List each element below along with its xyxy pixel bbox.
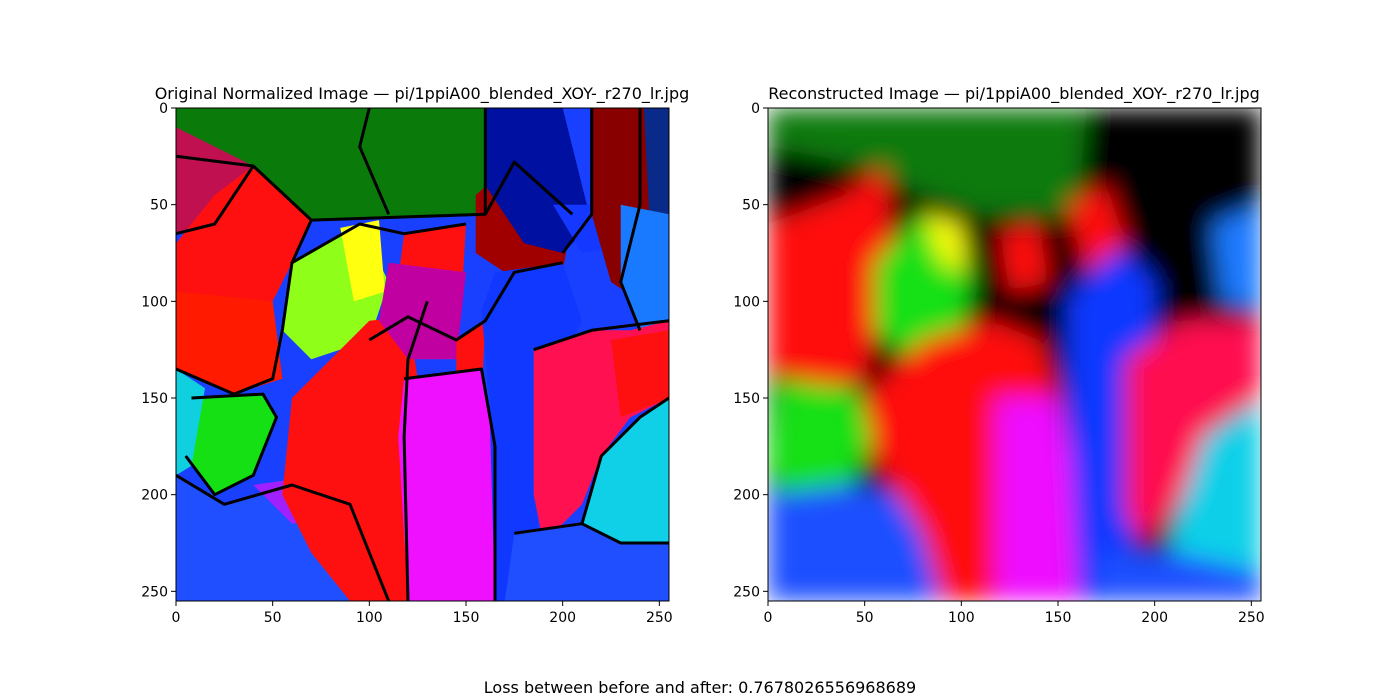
y-ticks: 0 50 100 150 200 250 bbox=[733, 101, 768, 600]
image-region bbox=[643, 108, 669, 224]
subplot-title: Original Normalized Image — pi/1ppiA00_b… bbox=[155, 84, 690, 104]
x-tick-label: 250 bbox=[1238, 610, 1265, 626]
subplot-reconstructed: Reconstructed Image — pi/1ppiA00_blended… bbox=[733, 84, 1264, 626]
y-tick-label: 200 bbox=[733, 488, 760, 504]
x-tick-label: 100 bbox=[948, 610, 975, 626]
image-region bbox=[176, 108, 486, 221]
x-tick-label: 200 bbox=[1141, 610, 1168, 626]
grain-boundary bbox=[402, 300, 429, 601]
y-tick-label: 100 bbox=[733, 294, 760, 310]
grain-boundary bbox=[176, 219, 313, 396]
y-tick-label: 200 bbox=[141, 488, 168, 504]
y-tick-label: 250 bbox=[141, 584, 168, 600]
image-region bbox=[1096, 552, 1261, 601]
grain-boundary bbox=[403, 367, 497, 601]
axes-frame bbox=[767, 107, 1262, 602]
image-region bbox=[768, 108, 1087, 215]
y-tick-label: 50 bbox=[742, 198, 760, 214]
image-region bbox=[1164, 398, 1261, 601]
subplot-original: Original Normalized Image — pi/1ppiA00_b… bbox=[141, 84, 689, 626]
x-tick-label: 0 bbox=[172, 610, 181, 626]
image-region bbox=[340, 220, 385, 302]
axes-frame bbox=[175, 107, 670, 602]
grain-boundary bbox=[561, 108, 594, 254]
image-region bbox=[996, 398, 1078, 601]
grain-boundary bbox=[580, 396, 669, 525]
image-region bbox=[176, 127, 254, 234]
grain-boundary bbox=[533, 319, 669, 352]
image-region bbox=[1125, 320, 1261, 543]
image-region bbox=[176, 369, 205, 476]
x-ticks: 0 50 100 150 200 250 bbox=[172, 601, 673, 626]
grain-boundary bbox=[514, 522, 669, 545]
x-ticks: 0 50 100 150 200 250 bbox=[764, 601, 1265, 626]
image-region bbox=[582, 398, 669, 543]
image-region bbox=[185, 394, 277, 495]
image-region bbox=[768, 166, 894, 389]
image-region bbox=[1067, 185, 1126, 273]
footer-loss: Loss between before and after: 0.7678026… bbox=[484, 678, 916, 697]
y-tick-label: 100 bbox=[141, 294, 168, 310]
x-tick-label: 150 bbox=[453, 610, 480, 626]
x-tick-label: 150 bbox=[1045, 610, 1072, 626]
image-region bbox=[768, 485, 942, 601]
y-tick-label: 0 bbox=[751, 101, 760, 117]
grain-boundary bbox=[619, 108, 642, 331]
grain-boundary bbox=[176, 154, 486, 222]
image-region bbox=[768, 378, 875, 514]
image-region bbox=[398, 369, 495, 601]
image-region bbox=[611, 330, 669, 418]
grain-boundary bbox=[291, 222, 467, 265]
grain-boundary bbox=[483, 108, 574, 216]
x-tick-label: 200 bbox=[549, 610, 576, 626]
y-tick-label: 0 bbox=[159, 101, 168, 117]
image-region bbox=[176, 166, 312, 302]
y-tick-label: 50 bbox=[150, 198, 168, 214]
x-tick-label: 250 bbox=[646, 610, 673, 626]
grain-boundary bbox=[176, 165, 255, 236]
x-tick-label: 100 bbox=[356, 610, 383, 626]
grain-boundary bbox=[176, 474, 391, 601]
x-tick-label: 50 bbox=[856, 610, 874, 626]
grain-boundary bbox=[368, 261, 563, 342]
grain-boundary bbox=[358, 108, 391, 215]
image-region bbox=[282, 316, 418, 601]
image-region bbox=[864, 320, 1058, 601]
image-region bbox=[176, 291, 283, 395]
x-tick-label: 0 bbox=[764, 610, 773, 626]
y-tick-label: 150 bbox=[141, 391, 168, 407]
x-tick-label: 50 bbox=[264, 610, 282, 626]
image-region bbox=[1000, 224, 1049, 292]
image-reconstructed bbox=[768, 108, 1261, 601]
y-ticks: 0 50 100 150 200 250 bbox=[141, 101, 176, 600]
image-original bbox=[176, 108, 669, 601]
image-region bbox=[922, 214, 966, 273]
y-tick-label: 250 bbox=[733, 584, 760, 600]
image-region bbox=[1212, 204, 1261, 311]
grain-boundary bbox=[184, 392, 278, 497]
y-tick-label: 150 bbox=[733, 391, 760, 407]
subplot-title: Reconstructed Image — pi/1ppiA00_blended… bbox=[768, 84, 1260, 104]
